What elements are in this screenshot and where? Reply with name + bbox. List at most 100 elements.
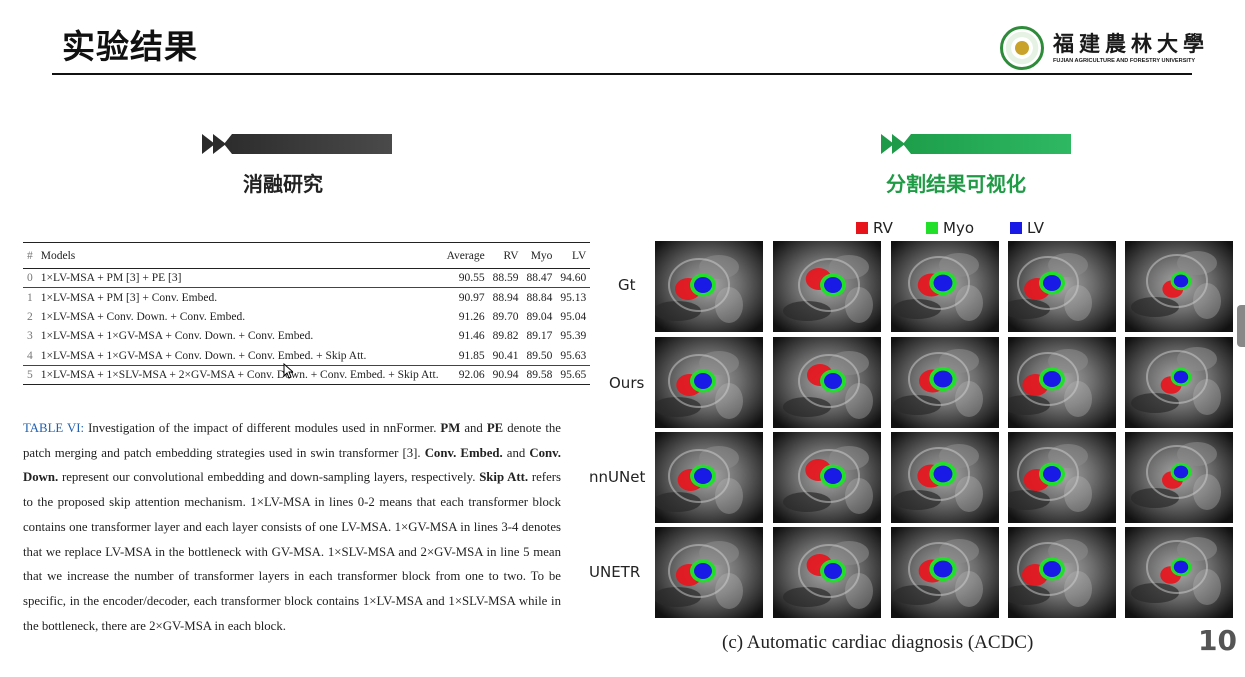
university-name-cn: 福建農林大學 — [1053, 31, 1209, 56]
row-average: 91.46 — [458, 330, 485, 343]
row-rv: 89.82 — [492, 330, 519, 343]
cardiac-mri-image — [891, 527, 999, 618]
row-myo: 89.58 — [526, 369, 553, 382]
caption-term-conv-embed: Conv. Embed. — [424, 445, 503, 460]
cardiac-mri-image — [1008, 432, 1116, 523]
caption-term-conv-down: Conv. Down. — [23, 445, 561, 485]
legend-label: RV — [873, 219, 893, 237]
chevron-right-icon — [892, 134, 905, 154]
cardiac-mri-image — [1125, 527, 1233, 618]
caption-term-skip-att: Skip Att. — [479, 470, 529, 485]
cardiac-mri-image — [773, 432, 881, 523]
table-row: 3 1×LV-MSA + 1×GV-MSA + Conv. Down. + Co… — [23, 327, 590, 346]
column-header: Models — [40, 249, 76, 262]
ablation-table: # Models Average RV Myo LV 0 1×LV-MSA + … — [23, 242, 591, 385]
cardiac-mri-image — [655, 241, 763, 332]
right-section-banner — [881, 134, 1071, 154]
legend-swatch-lv — [1010, 222, 1022, 234]
row-average: 90.97 — [458, 291, 485, 304]
row-label-unetr: UNETR — [589, 563, 641, 581]
row-model: 1×LV-MSA + 1×SLV-MSA + 2×GV-MSA + Conv. … — [40, 369, 439, 382]
row-index: 3 — [27, 330, 33, 343]
row-index: 5 — [27, 369, 33, 382]
row-average: 92.06 — [458, 369, 485, 382]
cardiac-mri-image — [1008, 527, 1116, 618]
table-row: 4 1×LV-MSA + 1×GV-MSA + Conv. Down. + Co… — [23, 346, 590, 365]
cardiac-mri-image — [1008, 337, 1116, 428]
banner-bar — [903, 134, 1071, 154]
table-row: 2 1×LV-MSA + Conv. Down. + Conv. Embed. … — [23, 307, 590, 326]
row-rv: 88.94 — [492, 291, 519, 304]
column-header: Average — [446, 249, 485, 262]
left-section-banner — [202, 134, 392, 154]
row-label-gt: Gt — [618, 276, 636, 294]
caption-text: and — [460, 421, 487, 435]
legend-item-myo: Myo — [926, 219, 974, 237]
cardiac-mri-image — [1125, 241, 1233, 332]
cardiac-mri-image — [773, 337, 881, 428]
row-rv: 89.70 — [492, 310, 519, 323]
table-caption: TABLE VI: Investigation of the impact of… — [23, 416, 561, 638]
legend-label: Myo — [943, 219, 974, 237]
left-section-heading: 消融研究 — [243, 172, 323, 196]
row-model: 1×LV-MSA + PM [3] + Conv. Embed. — [40, 291, 218, 304]
cardiac-mri-image — [891, 241, 999, 332]
row-index: 4 — [27, 349, 33, 362]
row-rv: 90.41 — [492, 349, 519, 362]
table-row: 0 1×LV-MSA + PM [3] + PE [3] 90.55 88.59… — [23, 269, 591, 288]
row-average: 91.26 — [458, 310, 485, 323]
university-logo: 福建農林大學 FUJIAN AGRICULTURE AND FORESTRY U… — [1000, 26, 1204, 72]
chevron-right-icon — [881, 134, 894, 154]
row-lv: 95.04 — [560, 310, 587, 323]
caption-term-pe: PE — [486, 421, 504, 435]
column-header: RV — [503, 249, 519, 262]
legend-swatch-rv — [856, 222, 868, 234]
table-header-row: # Models Average RV Myo LV — [23, 242, 591, 269]
column-header: # — [27, 249, 33, 262]
page-number: 10 — [1198, 624, 1237, 657]
chevron-right-icon — [213, 134, 226, 154]
caption-label: TABLE VI: — [23, 421, 85, 435]
column-header: Myo — [530, 249, 553, 262]
cardiac-mri-image — [773, 241, 881, 332]
row-myo: 89.04 — [526, 310, 553, 323]
row-lv: 94.60 — [560, 272, 587, 285]
row-myo: 88.84 — [526, 291, 553, 304]
caption-text: Investigation of the impact of different… — [84, 421, 441, 435]
cardiac-mri-image — [1125, 337, 1233, 428]
side-scroll-tab[interactable] — [1237, 305, 1245, 347]
title-rule — [52, 73, 1192, 75]
row-index: 0 — [27, 272, 33, 285]
cardiac-mri-image — [1125, 432, 1233, 523]
right-section-heading: 分割结果可视化 — [886, 172, 1026, 196]
row-lv: 95.39 — [560, 330, 587, 343]
row-myo: 89.17 — [526, 330, 553, 343]
cardiac-mri-image — [1008, 241, 1116, 332]
row-myo: 88.47 — [526, 272, 553, 285]
row-model: 1×LV-MSA + PM [3] + PE [3] — [40, 272, 182, 285]
university-name-en: FUJIAN AGRICULTURE AND FORESTRY UNIVERSI… — [1053, 58, 1196, 64]
slide-title: 实验结果 — [62, 27, 198, 66]
row-rv: 90.94 — [492, 369, 519, 382]
legend-label: LV — [1027, 219, 1044, 237]
row-lv: 95.13 — [560, 291, 587, 304]
row-average: 91.85 — [458, 349, 485, 362]
row-average: 90.55 — [458, 272, 485, 285]
row-model: 1×LV-MSA + 1×GV-MSA + Conv. Down. + Conv… — [40, 330, 314, 343]
caption-text: denote the patch merging and patch embed… — [23, 421, 561, 460]
row-lv: 95.65 — [560, 369, 587, 382]
legend-swatch-myo — [926, 222, 938, 234]
cardiac-mri-image — [891, 337, 999, 428]
legend-item-rv: RV — [856, 219, 893, 237]
university-seal-icon — [1000, 26, 1044, 70]
chevron-right-icon — [202, 134, 215, 154]
cardiac-mri-image — [655, 527, 763, 618]
row-index: 2 — [27, 310, 33, 323]
row-myo: 89.50 — [526, 349, 553, 362]
cardiac-mri-image — [655, 337, 763, 428]
caption-text: refers to the proposed skip attention me… — [23, 470, 561, 633]
caption-text: and — [502, 445, 530, 460]
row-model: 1×LV-MSA + 1×GV-MSA + Conv. Down. + Conv… — [40, 349, 367, 362]
figure-caption: (c) Automatic cardiac diagnosis (ACDC) — [722, 632, 1034, 653]
row-rv: 88.59 — [492, 272, 519, 285]
